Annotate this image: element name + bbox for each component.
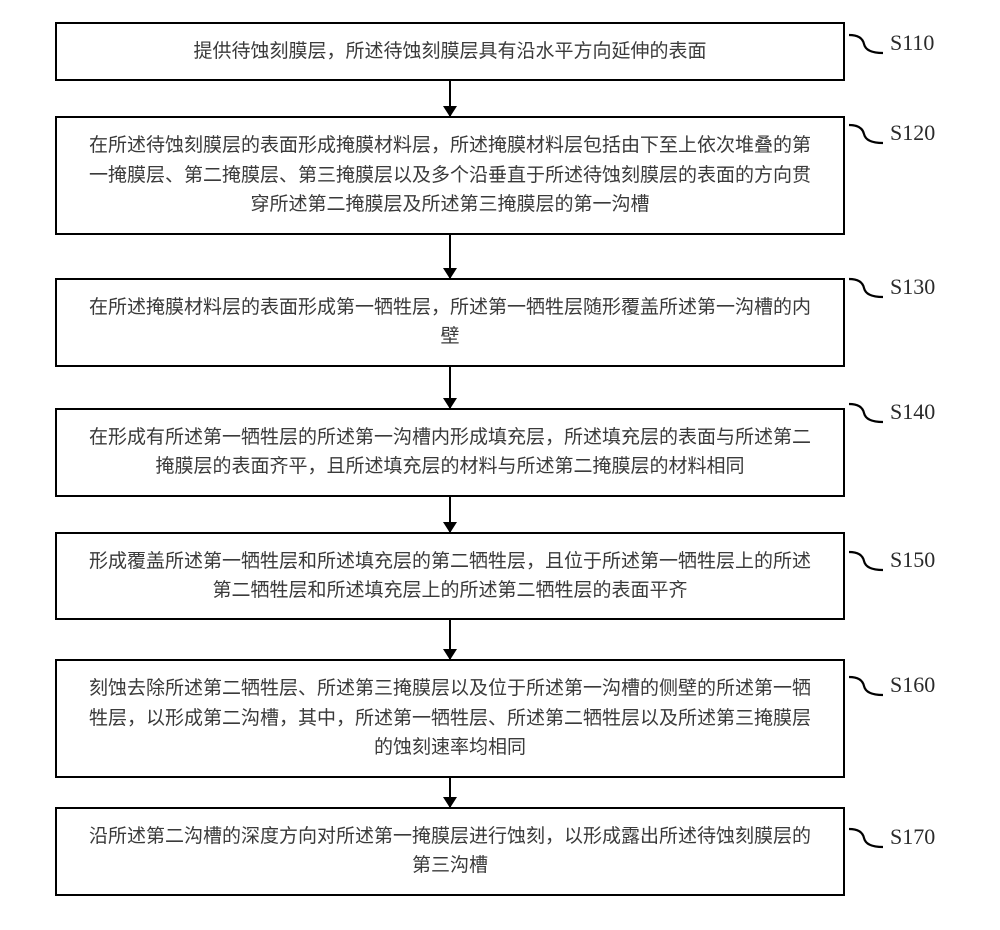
step-label-text: S110 xyxy=(890,30,934,56)
step-label-text: S160 xyxy=(890,672,935,698)
step-label-s160: S160 xyxy=(848,670,935,700)
step-text: 沿所述第二沟槽的深度方向对所述第一掩膜层进行蚀刻，以形成露出所述待蚀刻膜层的第三… xyxy=(89,826,811,876)
step-label-s110: S110 xyxy=(848,28,934,58)
step-label-text: S140 xyxy=(890,399,935,425)
step-text: 刻蚀去除所述第二牺牲层、所述第三掩膜层以及位于所述第一沟槽的侧壁的所述第一牺牲层… xyxy=(89,678,811,758)
step-box-s120: 在所述待蚀刻膜层的表面形成掩膜材料层，所述掩膜材料层包括由下至上依次堆叠的第一掩… xyxy=(55,116,845,234)
connector-arrow xyxy=(449,497,451,532)
step-label-text: S150 xyxy=(890,547,935,573)
label-connector-curve xyxy=(848,398,884,426)
step-label-s140: S140 xyxy=(848,397,935,427)
connector-arrow xyxy=(449,620,451,659)
step-text: 在所述待蚀刻膜层的表面形成掩膜材料层，所述掩膜材料层包括由下至上依次堆叠的第一掩… xyxy=(89,135,811,215)
step-label-s120: S120 xyxy=(848,118,935,148)
connector-arrow xyxy=(449,367,451,408)
step-label-s130: S130 xyxy=(848,272,935,302)
label-connector-curve xyxy=(848,119,884,147)
step-text: 形成覆盖所述第一牺牲层和所述填充层的第二牺牲层，且位于所述第一牺牲层上的所述第二… xyxy=(89,551,811,601)
label-connector-curve xyxy=(848,823,884,851)
step-label-text: S130 xyxy=(890,274,935,300)
step-text: 在形成有所述第一牺牲层的所述第一沟槽内形成填充层，所述填充层的表面与所述第二掩膜… xyxy=(89,427,811,477)
step-label-s170: S170 xyxy=(848,822,935,852)
step-box-s140: 在形成有所述第一牺牲层的所述第一沟槽内形成填充层，所述填充层的表面与所述第二掩膜… xyxy=(55,408,845,497)
connector-arrow xyxy=(449,235,451,278)
step-label-text: S120 xyxy=(890,120,935,146)
step-box-s110: 提供待蚀刻膜层，所述待蚀刻膜层具有沿水平方向延伸的表面 xyxy=(55,22,845,81)
label-connector-curve xyxy=(848,29,884,57)
step-box-s130: 在所述掩膜材料层的表面形成第一牺牲层，所述第一牺牲层随形覆盖所述第一沟槽的内壁 xyxy=(55,278,845,367)
step-box-s150: 形成覆盖所述第一牺牲层和所述填充层的第二牺牲层，且位于所述第一牺牲层上的所述第二… xyxy=(55,532,845,621)
connector-arrow xyxy=(449,81,451,116)
step-box-s170: 沿所述第二沟槽的深度方向对所述第一掩膜层进行蚀刻，以形成露出所述待蚀刻膜层的第三… xyxy=(55,807,845,896)
step-label-text: S170 xyxy=(890,824,935,850)
connector-arrow xyxy=(449,778,451,807)
flowchart-container: 提供待蚀刻膜层，所述待蚀刻膜层具有沿水平方向延伸的表面在所述待蚀刻膜层的表面形成… xyxy=(55,22,845,896)
label-connector-curve xyxy=(848,671,884,699)
step-text: 提供待蚀刻膜层，所述待蚀刻膜层具有沿水平方向延伸的表面 xyxy=(193,41,706,62)
label-connector-curve xyxy=(848,273,884,301)
step-label-s150: S150 xyxy=(848,545,935,575)
label-connector-curve xyxy=(848,546,884,574)
step-text: 在所述掩膜材料层的表面形成第一牺牲层，所述第一牺牲层随形覆盖所述第一沟槽的内壁 xyxy=(89,297,811,347)
step-box-s160: 刻蚀去除所述第二牺牲层、所述第三掩膜层以及位于所述第一沟槽的侧壁的所述第一牺牲层… xyxy=(55,659,845,777)
